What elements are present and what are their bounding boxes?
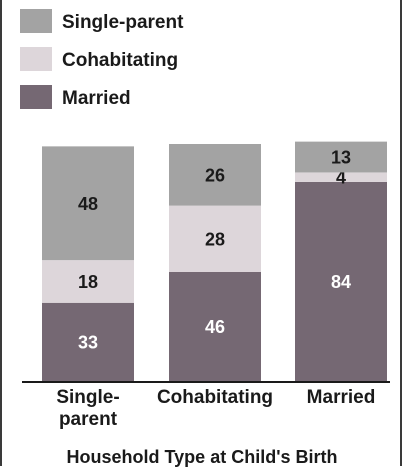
data-label-single-parent-married: 33: [78, 332, 98, 352]
data-label-cohabitating-cohabitating: 28: [205, 229, 225, 249]
bar-married-cohabitating: [295, 172, 387, 182]
data-label-married-married: 84: [331, 272, 351, 292]
category-labels: Single-parent Cohabitating Married: [56, 387, 375, 430]
legend-swatch-cohabitating: [20, 47, 52, 71]
category-label-married: Married: [307, 387, 376, 408]
bar-cohabitating-single-parent: [169, 144, 261, 206]
category-label-single-parent: Single-parent: [56, 387, 119, 430]
legend-label-single-parent: Single-parent: [62, 12, 184, 33]
bar-married-single-parent: [295, 141, 387, 173]
category-label-cohabitating: Cohabitating: [157, 387, 273, 408]
data-label-married-single-parent: 13: [331, 148, 351, 168]
data-label-single-parent-cohabitating: 18: [78, 272, 98, 292]
bar-single-parent-married: [42, 302, 134, 381]
data-label-married-cohabitating: 4: [336, 168, 346, 188]
legend-label-married: Married: [62, 88, 131, 109]
bar-cohabitating-married: [169, 271, 261, 381]
legend: Single-parent Cohabitating Married: [20, 9, 184, 109]
bar-single-parent-cohabitating: [42, 260, 134, 303]
data-label-cohabitating-married: 46: [205, 317, 225, 337]
legend-swatch-married: [20, 85, 52, 109]
legend-swatch-single-parent: [20, 9, 52, 33]
bar-cohabitating-cohabitating: [169, 205, 261, 272]
bar-single-parent-single-parent: [42, 146, 134, 261]
data-label-cohabitating-single-parent: 26: [205, 165, 225, 185]
bars: 33 18 48 46 28 26 84 413: [42, 141, 387, 381]
bar-married-married: [295, 181, 387, 381]
legend-label-cohabitating: Cohabitating: [62, 50, 178, 71]
data-label-single-parent-single-parent: 48: [78, 194, 98, 214]
x-axis-title: Household Type at Child's Birth: [67, 447, 338, 467]
